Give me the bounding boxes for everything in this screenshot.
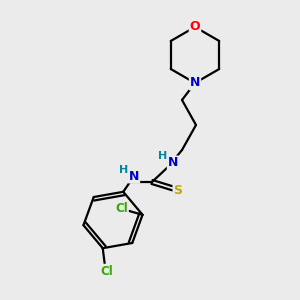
Text: N: N: [129, 169, 139, 182]
Text: N: N: [168, 157, 178, 169]
Text: Cl: Cl: [100, 265, 113, 278]
Text: H: H: [158, 151, 168, 161]
Text: O: O: [190, 20, 200, 34]
Text: Cl: Cl: [115, 202, 128, 215]
Text: H: H: [119, 165, 129, 175]
Text: N: N: [190, 76, 200, 89]
Text: S: S: [173, 184, 182, 196]
